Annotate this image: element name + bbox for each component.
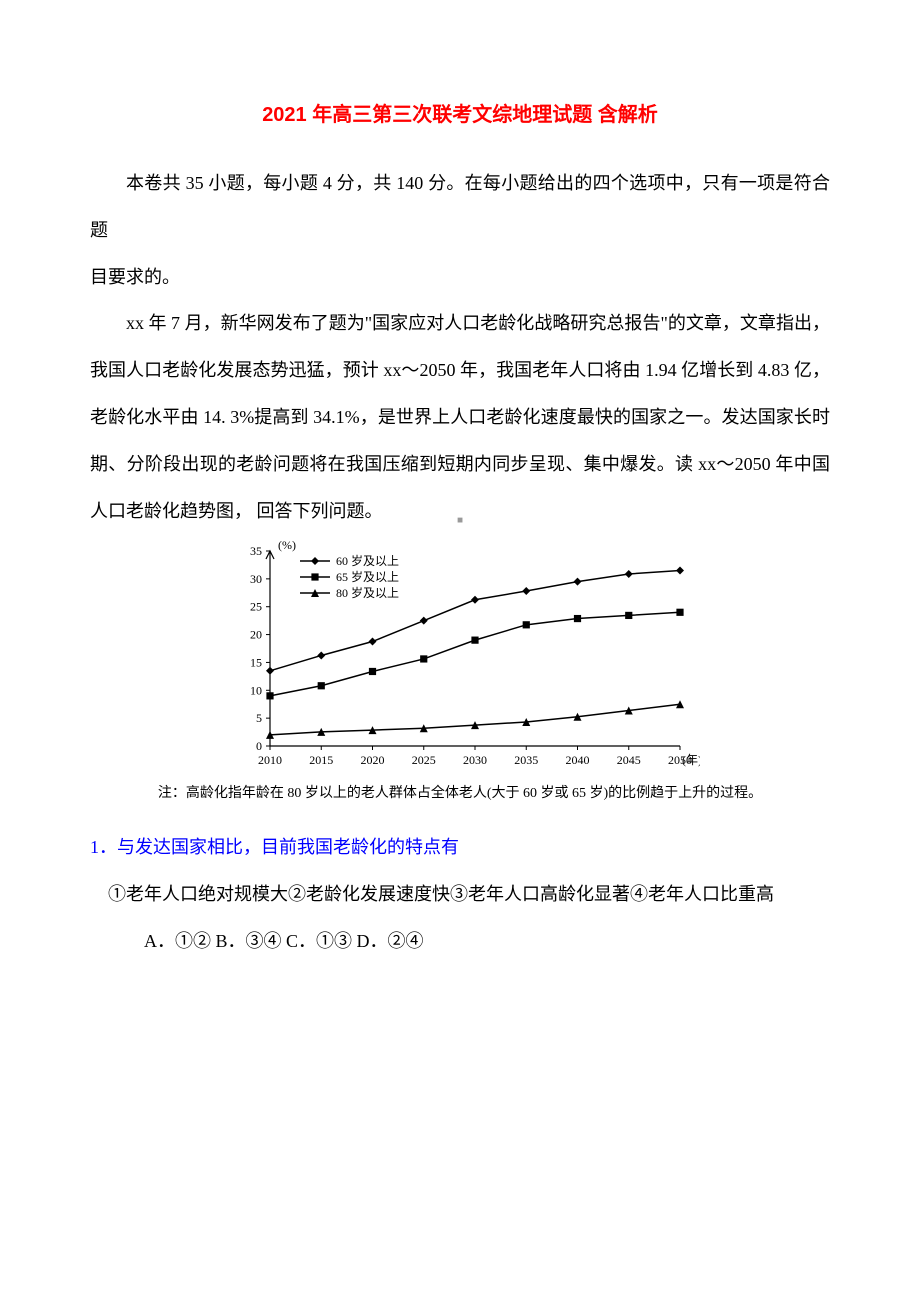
- svg-text:2025: 2025: [412, 753, 436, 767]
- svg-text:2040: 2040: [566, 753, 590, 767]
- svg-text:2015: 2015: [309, 753, 333, 767]
- aging-trend-chart: 05101520253035(%)20102015202020252030203…: [90, 536, 830, 779]
- svg-text:60 岁及以上: 60 岁及以上: [336, 553, 399, 568]
- question-1-answers: A．①② B．③④ C．①③ D．②④: [90, 918, 830, 965]
- svg-text:2030: 2030: [463, 753, 487, 767]
- svg-text:10: 10: [250, 684, 262, 698]
- svg-text:0: 0: [256, 739, 262, 753]
- chart-footnote: 注：高龄化指年龄在 80 岁以上的老人群体占全体老人(大于 60 岁或 65 岁…: [90, 784, 830, 804]
- intro-paragraph-1: 本卷共 35 小题，每小题 4 分，共 140 分。在每小题给出的四个选项中，只…: [90, 160, 830, 254]
- document-page: 2021 年高三第三次联考文综地理试题 含解析 本卷共 35 小题，每小题 4 …: [0, 0, 920, 1024]
- svg-text:2035: 2035: [514, 753, 538, 767]
- svg-text:35: 35: [250, 544, 262, 558]
- svg-text:25: 25: [250, 600, 262, 614]
- svg-text:80 岁及以上: 80 岁及以上: [336, 585, 399, 600]
- svg-text:(%): (%): [278, 538, 296, 552]
- svg-text:2010: 2010: [258, 753, 282, 767]
- passage-paragraph: xx 年 7 月，新华网发布了题为"国家应对人口老龄化战略研究总报告"的文章，文…: [90, 300, 830, 534]
- intro-paragraph-2: 目要求的。: [90, 254, 830, 301]
- svg-text:2020: 2020: [361, 753, 385, 767]
- question-1-options: ①老年人口绝对规模大②老龄化发展速度快③老年人口高龄化显著④老年人口比重高: [90, 871, 830, 918]
- svg-text:2045: 2045: [617, 753, 641, 767]
- svg-text:15: 15: [250, 656, 262, 670]
- svg-text:5: 5: [256, 712, 262, 726]
- svg-text:20: 20: [250, 628, 262, 642]
- svg-text:65 岁及以上: 65 岁及以上: [336, 569, 399, 584]
- exam-title: 2021 年高三第三次联考文综地理试题 含解析: [90, 100, 830, 130]
- line-chart-svg: 05101520253035(%)20102015202020252030203…: [220, 536, 700, 776]
- svg-text:30: 30: [250, 572, 262, 586]
- question-1-stem: 1．与发达国家相比，目前我国老龄化的特点有: [90, 824, 830, 871]
- svg-text:(年): (年): [682, 753, 700, 767]
